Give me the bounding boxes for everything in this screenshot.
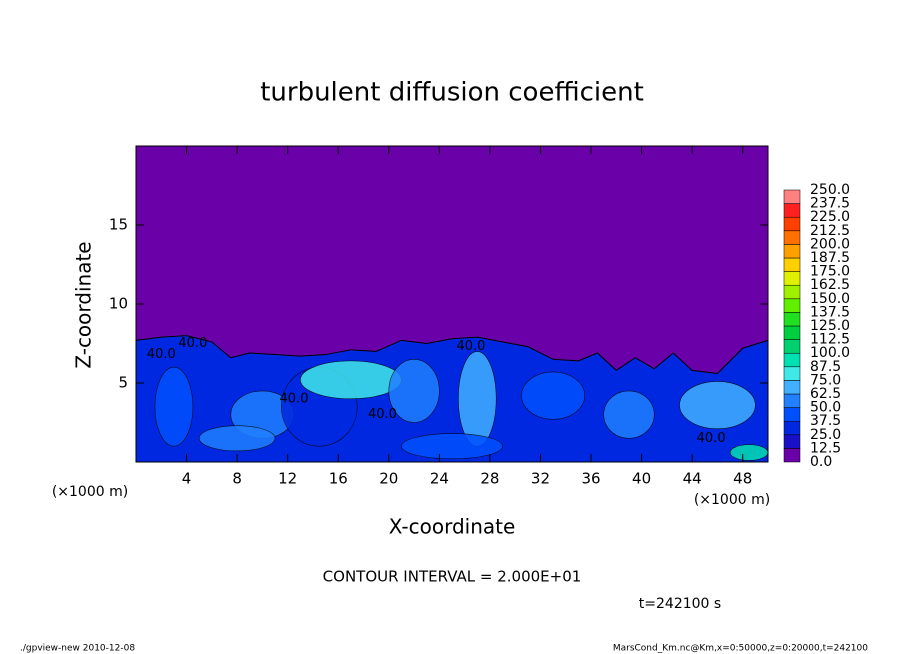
colorbar-label: 50.0 [810,400,841,416]
field-blob [154,366,194,447]
colorbar-cell [783,284,801,300]
field-blob [679,381,756,430]
colorbar-label: 162.5 [810,277,850,293]
footer-left: ./gpview-new 2010-12-08 [20,644,135,654]
colorbar-label: 212.5 [810,223,850,239]
colorbar-cell [783,203,801,218]
colorbar-cell [783,271,801,286]
colorbar-cell [783,230,801,245]
x-tick-label: 44 [683,470,702,488]
colorbar-cell [783,407,801,422]
colorbar-cell [783,216,801,232]
x-axis-label: X-coordinate [389,515,516,539]
chart-title: turbulent diffusion coefficient [260,78,644,108]
colorbar-label: 250.0 [810,182,850,198]
footer-right: MarsCond_Km.nc@Km,x=0:50000,z=0:20000,t=… [613,644,868,654]
y-tick-label: 10 [109,295,128,313]
colorbar-cell [783,325,801,340]
contour-label: 40.0 [280,391,309,406]
colorbar-cell [783,189,801,204]
colorbar-label: 100.0 [810,345,850,361]
x-tick-label: 4 [182,470,192,488]
colorbar-label: 75.0 [810,372,841,388]
x-tick-label: 32 [531,470,550,488]
x-tick-label: 8 [232,470,242,488]
colorbar-label: 187.5 [810,250,850,266]
field-blob [300,360,402,400]
colorbar-cell [783,434,801,449]
time-label: t=242100 s [639,596,721,612]
field-blob [729,444,769,461]
contour-label: 40.0 [147,347,176,362]
contour-label: 40.0 [697,431,726,446]
colorbar-cell [783,366,801,381]
colorbar-cell [783,298,801,313]
contour-label: 40.0 [456,339,485,354]
x-unit-left: (×1000 m) [52,484,128,500]
field-blob [388,358,440,423]
colorbar-label: 125.0 [810,318,850,334]
colorbar-label: 25.0 [810,427,841,443]
x-unit-right: (×1000 m) [694,492,770,508]
colorbar-label: 175.0 [810,264,850,280]
colorbar-cell [783,380,801,395]
x-tick-label: 12 [278,470,297,488]
field-blob [401,433,503,460]
colorbar-cell [783,420,801,436]
colorbar-label: 37.5 [810,413,841,429]
colorbar-cell [783,244,801,259]
colorbar-cell [783,448,801,463]
colorbar-cell [783,257,801,272]
colorbar-label: 150.0 [810,291,850,307]
field-blob [521,371,586,420]
x-tick-label: 48 [733,470,752,488]
x-tick-label: 16 [329,470,348,488]
colorbar-label: 137.5 [810,304,850,320]
y-axis-label: Z-coordinate [72,241,96,368]
colorbar-cell [783,393,801,408]
field-blob [603,390,655,439]
colorbar-label: 112.5 [810,332,850,348]
colorbar-cell [783,312,801,327]
colorbar-label: 237.5 [810,196,850,212]
colorbar-label: 225.0 [810,209,850,225]
y-tick-label: 15 [109,216,128,234]
x-tick-label: 28 [480,470,499,488]
colorbar-cell [783,339,801,354]
field-blob [198,425,276,452]
colorbar-label: 12.5 [810,440,841,456]
colorbar-label: 62.5 [810,386,841,402]
colorbar-label: 200.0 [810,236,850,252]
colorbar-cell [783,352,801,368]
colorbar-label: 0.0 [810,454,832,470]
x-tick-label: 36 [581,470,600,488]
x-tick-label: 40 [632,470,651,488]
field-blob [458,351,497,447]
colorbar-label: 87.5 [810,359,841,375]
contour-interval: CONTOUR INTERVAL = 2.000E+01 [323,568,582,586]
contour-label: 40.0 [178,336,207,351]
contour-label: 40.0 [368,407,397,422]
x-tick-label: 24 [430,470,449,488]
y-tick-label: 5 [118,374,128,392]
x-tick-label: 20 [379,470,398,488]
